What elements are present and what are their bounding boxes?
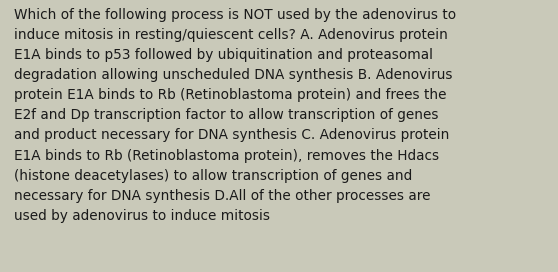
Text: Which of the following process is NOT used by the adenovirus to
induce mitosis i: Which of the following process is NOT us… bbox=[14, 8, 456, 223]
